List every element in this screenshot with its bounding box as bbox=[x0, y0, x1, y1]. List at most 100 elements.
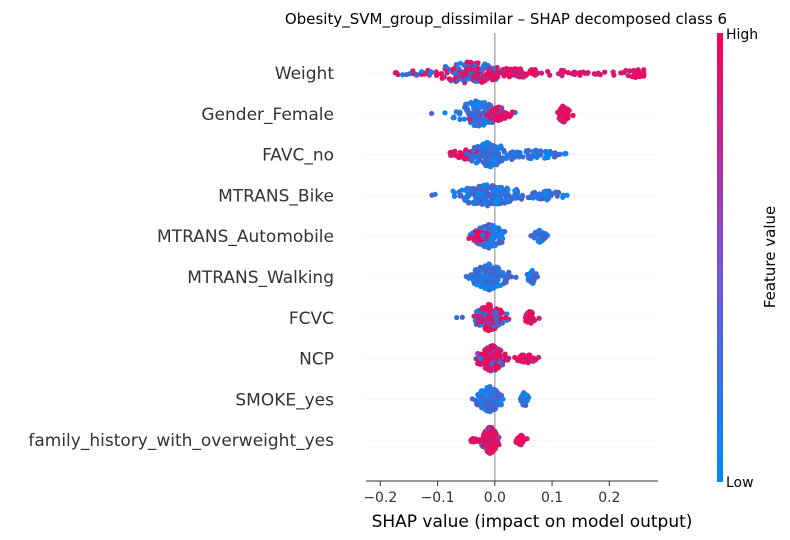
shap-dot bbox=[591, 71, 597, 77]
shap-dot bbox=[502, 314, 509, 321]
shap-dot bbox=[540, 236, 546, 243]
shap-dot bbox=[475, 319, 482, 326]
shap-dot bbox=[484, 104, 491, 110]
shap-dot bbox=[580, 69, 586, 75]
shap-dot bbox=[478, 361, 484, 367]
shap-dot bbox=[464, 101, 470, 107]
shap-dot bbox=[486, 353, 492, 359]
shap-dot bbox=[525, 353, 532, 359]
shap-dot bbox=[484, 194, 490, 200]
shap-dot bbox=[459, 314, 465, 320]
shap-dot bbox=[505, 192, 511, 198]
shap-dot bbox=[500, 396, 506, 402]
shap-dot bbox=[444, 70, 450, 76]
shap-dot bbox=[525, 147, 532, 154]
x-ticks: −0.2 −0.1 0.0 0.1 0.2 bbox=[363, 481, 620, 506]
shap-dot bbox=[554, 193, 560, 199]
shap-dot bbox=[400, 72, 406, 78]
shap-dot bbox=[484, 345, 490, 351]
shap-dot bbox=[495, 355, 501, 362]
colorbar-low-label: Low bbox=[726, 475, 754, 491]
shap-dot bbox=[395, 71, 401, 78]
shap-dot bbox=[486, 275, 492, 282]
shap-dot bbox=[471, 114, 477, 120]
shap-dot bbox=[495, 152, 502, 158]
shap-dot bbox=[576, 71, 583, 77]
shap-dot bbox=[531, 194, 537, 200]
shap-dot bbox=[477, 355, 483, 361]
shap-dot bbox=[493, 318, 500, 324]
colorbar-title: Feature value bbox=[761, 206, 779, 308]
shap-dot bbox=[486, 185, 492, 191]
shap-dot bbox=[512, 191, 518, 197]
shap-dot bbox=[475, 315, 481, 321]
shap-dot bbox=[442, 63, 449, 70]
x-tick-label: 0.2 bbox=[598, 490, 620, 506]
shap-dot bbox=[427, 71, 433, 77]
shap-dot bbox=[490, 71, 496, 77]
shap-dot bbox=[494, 273, 500, 279]
feature-label: Gender_Female bbox=[201, 105, 334, 125]
shap-dot bbox=[475, 269, 481, 275]
shap-dot bbox=[493, 346, 499, 352]
shap-dot bbox=[413, 71, 419, 77]
shap-dot bbox=[536, 233, 542, 239]
shap-dot bbox=[484, 242, 490, 248]
shap-dot bbox=[520, 154, 526, 160]
shap-dot bbox=[480, 74, 486, 81]
shap-dot bbox=[474, 402, 481, 408]
shap-dot bbox=[519, 395, 525, 401]
shap-dot bbox=[518, 442, 524, 448]
shap-dot bbox=[429, 192, 435, 198]
colorbar bbox=[717, 33, 723, 482]
shap-dot bbox=[525, 194, 531, 201]
shap-dot bbox=[533, 147, 539, 153]
feature-label: NCP bbox=[299, 350, 334, 370]
shap-dot bbox=[487, 441, 493, 448]
shap-dot bbox=[547, 72, 553, 78]
shap-dot bbox=[521, 357, 527, 363]
shap-dot bbox=[403, 71, 410, 78]
shap-dot bbox=[450, 188, 456, 194]
shap-dot bbox=[484, 139, 491, 146]
shap-dot bbox=[618, 70, 624, 76]
feature-label: FCVC bbox=[289, 309, 334, 329]
shap-dot bbox=[489, 234, 495, 240]
shap-dot bbox=[456, 66, 462, 72]
shap-dot bbox=[527, 70, 533, 76]
shap-dot bbox=[464, 151, 470, 157]
shap-dot bbox=[559, 73, 565, 79]
shap-dot bbox=[530, 232, 536, 238]
shap-dot bbox=[498, 347, 504, 354]
shap-dot bbox=[492, 228, 499, 234]
shap-dot bbox=[467, 116, 473, 122]
shap-dot bbox=[461, 196, 467, 202]
shap-dot bbox=[470, 73, 476, 79]
shap-dot bbox=[524, 436, 530, 442]
shap-dot bbox=[466, 110, 472, 116]
shap-dot bbox=[569, 71, 575, 77]
shap-dot bbox=[526, 272, 533, 278]
shap-dot bbox=[477, 200, 483, 206]
shap-dot bbox=[469, 158, 475, 164]
shap-dot bbox=[454, 314, 460, 321]
shap-dot bbox=[562, 115, 568, 121]
shap-dot bbox=[479, 306, 486, 312]
shap-dot bbox=[502, 115, 508, 121]
shap-dot bbox=[501, 190, 507, 197]
shap-dot bbox=[469, 191, 475, 197]
shap-dot bbox=[487, 436, 493, 442]
shap-dot bbox=[513, 274, 519, 280]
shap-dot bbox=[496, 232, 502, 238]
shap-dot bbox=[465, 191, 471, 197]
shap-dot bbox=[509, 196, 515, 202]
shap-dot bbox=[505, 187, 511, 193]
shap-dot bbox=[451, 115, 457, 121]
shap-dot bbox=[474, 118, 481, 124]
shap-dot bbox=[480, 232, 486, 238]
shap-dot bbox=[528, 277, 534, 284]
shap-dot bbox=[481, 283, 488, 290]
shap-dot bbox=[548, 191, 555, 197]
shap-dot bbox=[462, 104, 468, 111]
shap-dot bbox=[439, 75, 445, 81]
